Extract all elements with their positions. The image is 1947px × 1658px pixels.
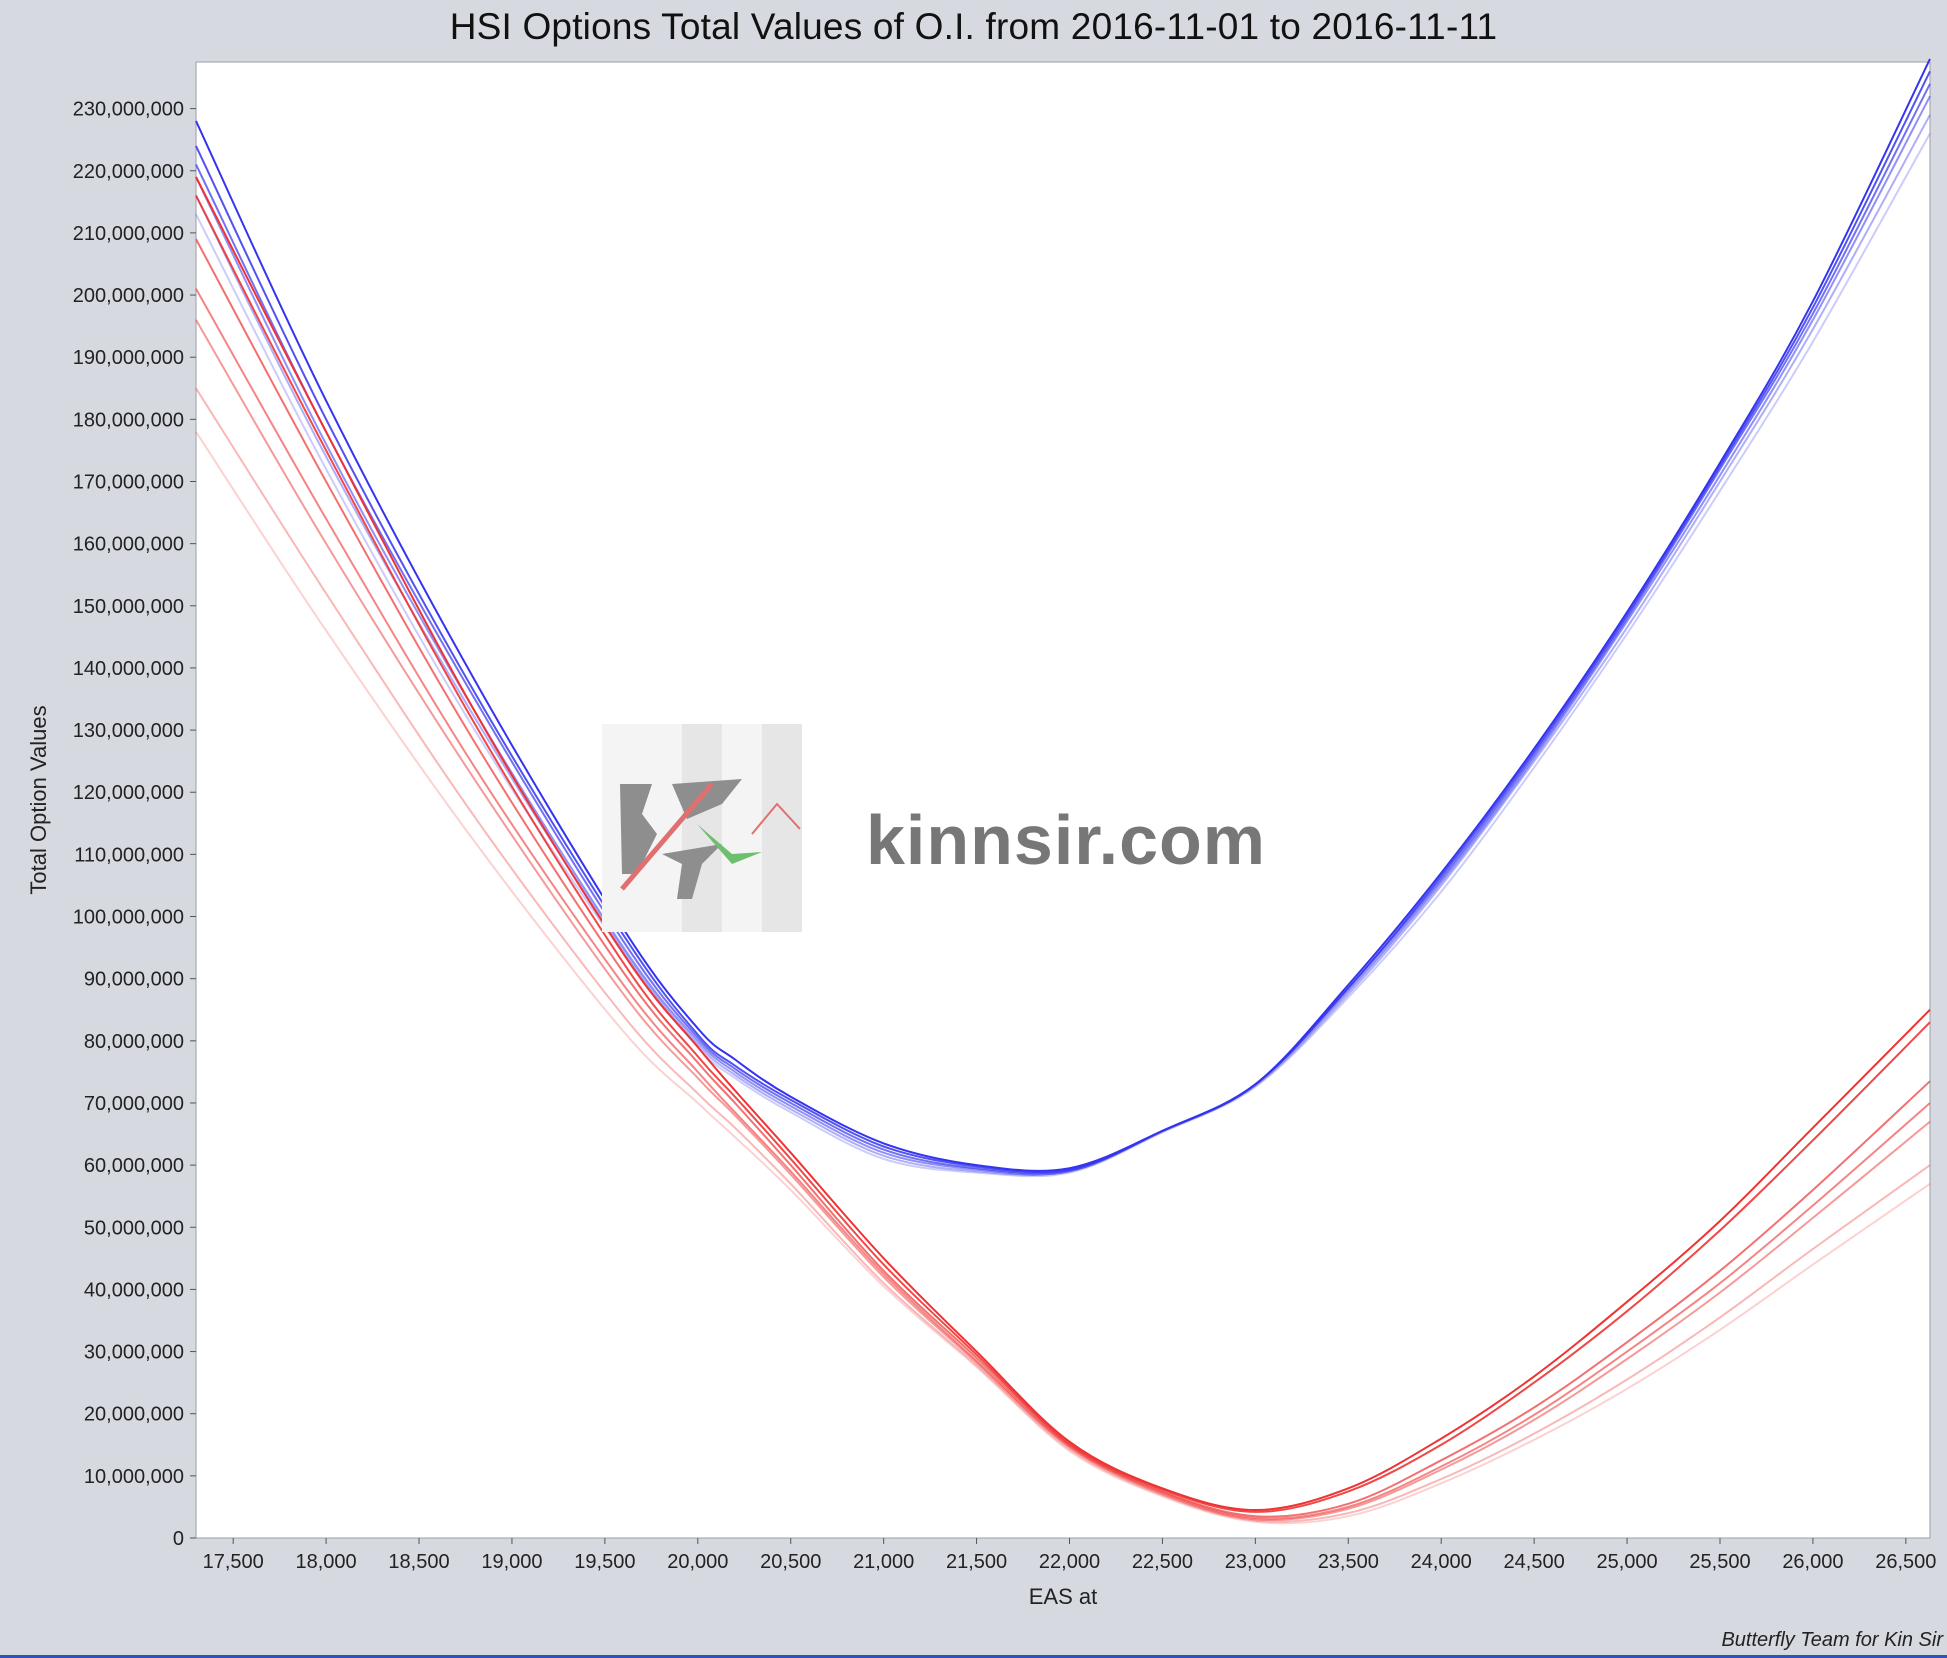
y-tick-label: 0	[173, 1528, 184, 1550]
series-line-11	[195, 319, 1931, 1522]
y-tick-label: 230,000,000	[73, 99, 184, 121]
x-tick-label: 20,000	[667, 1551, 728, 1573]
y-tick-label: 130,000,000	[73, 720, 184, 742]
x-tick-label: 20,500	[760, 1551, 821, 1573]
chart-title: HSI Options Total Values of O.I. from 20…	[449, 6, 1498, 47]
series-line-3	[195, 83, 1931, 1175]
bottom-border	[0, 1655, 1947, 1658]
y-tick-label: 70,000,000	[84, 1093, 184, 1115]
y-tick-label: 30,000,000	[84, 1342, 184, 1364]
y-axis: 0 10,000,000 20,000,000 30,000,000 40,000,00…	[73, 99, 196, 1550]
y-tick-label: 210,000,000	[73, 223, 184, 245]
x-tick-label: 26,500	[1875, 1551, 1936, 1573]
y-tick-label: 120,000,000	[73, 782, 184, 804]
watermark-logo	[602, 724, 802, 932]
x-tick-label: 22,500	[1132, 1551, 1193, 1573]
y-tick-label: 40,000,000	[84, 1279, 184, 1301]
y-tick-label: 90,000,000	[84, 969, 184, 991]
x-tick-label: 25,500	[1689, 1551, 1750, 1573]
series-line-13	[195, 431, 1931, 1525]
y-tick-label: 140,000,000	[73, 658, 184, 680]
x-tick-label: 19,500	[574, 1551, 635, 1573]
x-tick-label: 26,000	[1782, 1551, 1843, 1573]
series-line-6	[195, 133, 1931, 1178]
x-tick-label: 23,000	[1225, 1551, 1286, 1573]
y-tick-label: 220,000,000	[73, 161, 184, 183]
y-tick-label: 20,000,000	[84, 1404, 184, 1426]
y-tick-label: 170,000,000	[73, 471, 184, 493]
y-tick-label: 80,000,000	[84, 1031, 184, 1053]
x-tick-label: 21,000	[853, 1551, 914, 1573]
series-line-1	[195, 58, 1931, 1172]
x-axis: 17,500 18,000 18,500 19,000 19,500 20,000 20,5…	[203, 1538, 1936, 1573]
y-tick-label: 150,000,000	[73, 596, 184, 618]
x-tick-label: 24,000	[1411, 1551, 1472, 1573]
x-tick-label: 21,500	[946, 1551, 1007, 1573]
series-layer	[195, 58, 1931, 1525]
series-line-10	[195, 288, 1931, 1520]
y-tick-label: 190,000,000	[73, 347, 184, 369]
y-tick-label: 200,000,000	[73, 285, 184, 307]
y-tick-label: 180,000,000	[73, 409, 184, 431]
x-tick-label: 18,000	[296, 1551, 357, 1573]
x-tick-label: 19,000	[481, 1551, 542, 1573]
series-line-7	[195, 176, 1931, 1512]
x-tick-label: 18,500	[388, 1551, 449, 1573]
y-tick-label: 100,000,000	[73, 907, 184, 929]
x-tick-label: 24,500	[1504, 1551, 1565, 1573]
y-tick-label: 50,000,000	[84, 1217, 184, 1239]
plot-area	[195, 61, 1931, 1539]
credit-text: Butterfly Team for Kin Sir	[1721, 1629, 1943, 1651]
x-tick-label: 25,000	[1596, 1551, 1657, 1573]
y-tick-label: 10,000,000	[84, 1466, 184, 1488]
y-axis-title: Total Option Values	[26, 705, 51, 894]
watermark-text: kinnsir.com	[866, 801, 1267, 879]
series-line-8	[195, 195, 1931, 1513]
x-tick-label: 17,500	[203, 1551, 264, 1573]
y-tick-label: 110,000,000	[74, 844, 184, 866]
x-tick-label: 22,000	[1039, 1551, 1100, 1573]
y-tick-label: 60,000,000	[84, 1155, 184, 1177]
series-line-12	[195, 387, 1931, 1523]
y-tick-label: 160,000,000	[73, 534, 184, 556]
x-tick-label: 23,500	[1318, 1551, 1379, 1573]
series-line-9	[195, 238, 1931, 1518]
x-axis-title: EAS at	[1029, 1584, 1097, 1609]
series-line-5	[195, 114, 1931, 1176]
